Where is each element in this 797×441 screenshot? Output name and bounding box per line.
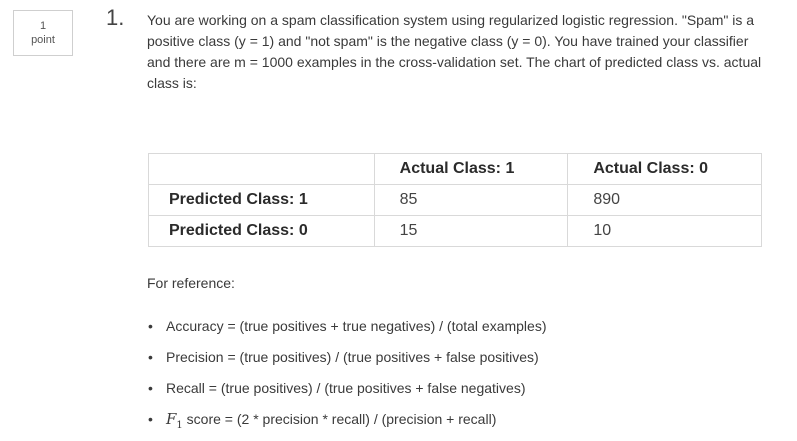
- question-text: You are working on a spam classification…: [147, 12, 762, 91]
- table-header-row: Actual Class: 1 Actual Class: 0: [148, 153, 762, 185]
- list-item-precision: • Precision = (true positives) / (true p…: [147, 347, 547, 378]
- bullet-icon: •: [148, 380, 153, 396]
- recall-formula: Recall = (true positives) / (true positi…: [166, 380, 526, 396]
- header-actual-class-1: Actual Class: 1: [373, 153, 569, 185]
- list-item-f1: • F1 score = (2 * precision * recall) / …: [147, 409, 547, 440]
- list-item-accuracy: • Accuracy = (true positives + true nega…: [147, 316, 547, 347]
- f1-formula: score = (2 * precision * recall) / (prec…: [182, 411, 497, 427]
- row-label-predicted-1: Predicted Class: 1: [148, 184, 375, 216]
- confusion-matrix-table: Actual Class: 1 Actual Class: 0 Predicte…: [148, 153, 762, 247]
- bullet-icon: •: [148, 318, 153, 334]
- points-badge: 1 point: [13, 10, 73, 56]
- bullet-icon: •: [148, 411, 153, 427]
- f1-symbol: F1: [166, 410, 183, 431]
- row-label-predicted-0: Predicted Class: 0: [148, 215, 375, 247]
- cell-pred0-actual1: 15: [373, 215, 569, 247]
- cell-pred0-actual0: 10: [567, 215, 762, 247]
- accuracy-formula: Accuracy = (true positives + true negati…: [166, 318, 547, 334]
- question-number: 1.: [106, 5, 125, 30]
- f1-letter: F: [166, 410, 177, 428]
- points-unit: point: [31, 34, 55, 46]
- reference-label: For reference:: [147, 275, 235, 291]
- precision-formula: Precision = (true positives) / (true pos…: [166, 349, 539, 365]
- f1-subscript: 1: [176, 420, 183, 431]
- reference-list: • Accuracy = (true positives + true nega…: [147, 316, 547, 440]
- list-item-recall: • Recall = (true positives) / (true posi…: [147, 378, 547, 409]
- table-corner-cell: [148, 153, 375, 185]
- points-value: 1: [39, 20, 47, 32]
- table-row: Predicted Class: 1 85 890: [148, 184, 762, 216]
- cell-pred1-actual1: 85: [373, 184, 569, 216]
- header-actual-class-0: Actual Class: 0: [567, 153, 762, 185]
- bullet-icon: •: [148, 349, 153, 365]
- cell-pred1-actual0: 890: [567, 184, 762, 216]
- table-row: Predicted Class: 0 15 10: [148, 215, 762, 247]
